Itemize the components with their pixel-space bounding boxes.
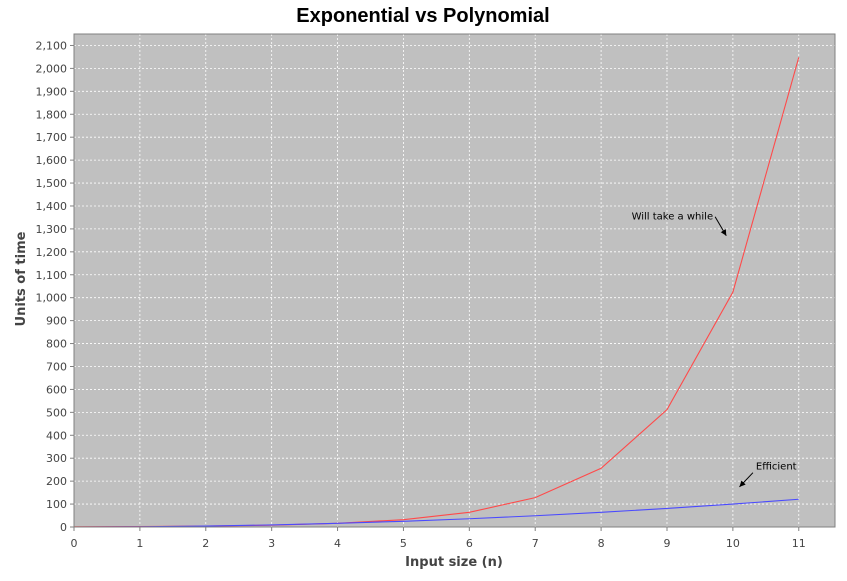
y-tick-label: 300 bbox=[46, 452, 67, 465]
x-tick-label: 3 bbox=[268, 537, 275, 550]
y-tick-label: 1,100 bbox=[36, 269, 68, 282]
annotation-text: Efficient bbox=[756, 462, 797, 473]
y-tick-label: 100 bbox=[46, 498, 67, 511]
y-tick-label: 1,400 bbox=[36, 200, 68, 213]
x-tick-label: 9 bbox=[663, 537, 670, 550]
x-tick-label: 11 bbox=[792, 537, 806, 550]
y-tick-label: 1,800 bbox=[36, 108, 68, 121]
y-tick-label: 200 bbox=[46, 475, 67, 488]
grid bbox=[73, 34, 835, 528]
annotation-arrow bbox=[739, 472, 754, 488]
x-tick-label: 2 bbox=[202, 537, 209, 550]
annotation-text: Will take a while bbox=[632, 212, 714, 223]
annotations: Will take a while Efficient bbox=[632, 212, 797, 488]
x-tick-label: 0 bbox=[71, 537, 78, 550]
y-tick-label: 1,200 bbox=[36, 246, 68, 259]
y-tick-label: 900 bbox=[46, 315, 67, 328]
y-tick-label: 500 bbox=[46, 406, 67, 419]
y-tick-label: 1,000 bbox=[36, 292, 68, 305]
x-tick-label: 6 bbox=[466, 537, 473, 550]
y-tick-label: 600 bbox=[46, 383, 67, 396]
x-tick-label: 7 bbox=[532, 537, 539, 550]
y-tick-label: 1,300 bbox=[36, 223, 68, 236]
y-tick-label: 1,600 bbox=[36, 154, 68, 167]
x-tick-label: 4 bbox=[334, 537, 341, 550]
y-axis-title: Units of time bbox=[14, 231, 29, 326]
plot-frame bbox=[73, 33, 836, 528]
y-tick-label: 2,100 bbox=[36, 39, 68, 52]
series-layer bbox=[73, 57, 800, 528]
series-line-1 bbox=[73, 498, 799, 528]
y-tick-label: 700 bbox=[46, 360, 67, 373]
x-axis-title: Input size (n) bbox=[405, 555, 503, 570]
y-tick-label: 1,700 bbox=[36, 131, 68, 144]
y-tick-label: 1,900 bbox=[36, 85, 68, 98]
x-tick-label: 8 bbox=[598, 537, 605, 550]
x-tick-label: 10 bbox=[726, 537, 740, 550]
x-tick-label: 1 bbox=[136, 537, 143, 550]
y-tick-label: 1,500 bbox=[36, 177, 68, 190]
y-tick-label: 0 bbox=[60, 521, 67, 534]
chart-title: Exponential vs Polynomial bbox=[296, 5, 549, 27]
y-axis: 0 100 200 300 400 500 600 700 800 900 1,000 1,100 1,… bbox=[36, 39, 74, 534]
x-axis: 0 1 2 3 4 5 6 7 8 9 10 11 bbox=[71, 527, 806, 550]
y-tick-label: 400 bbox=[46, 429, 67, 442]
plot-background bbox=[74, 34, 835, 527]
x-tick-label: 5 bbox=[400, 537, 407, 550]
y-tick-label: 2,000 bbox=[36, 62, 68, 75]
y-tick-label: 800 bbox=[46, 338, 67, 351]
annotation-arrow bbox=[714, 216, 727, 237]
